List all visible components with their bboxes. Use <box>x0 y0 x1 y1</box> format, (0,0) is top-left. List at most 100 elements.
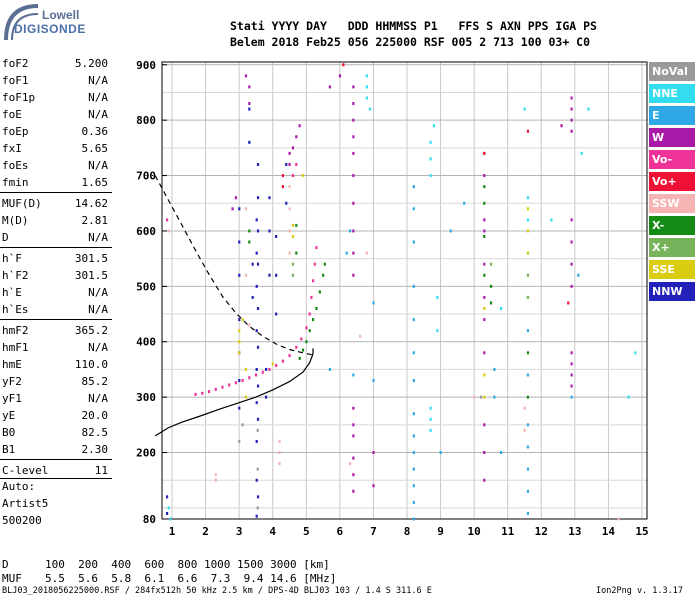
echo-point-nnw <box>255 367 258 371</box>
echo-point-w <box>372 484 375 488</box>
echo-point-ssw <box>214 473 217 477</box>
echo-point-ssw <box>473 395 476 399</box>
param-separator <box>0 192 112 193</box>
param-value: 20.0 <box>81 409 109 422</box>
auto-label: Auto: <box>2 480 36 493</box>
param-label: D <box>2 231 9 244</box>
legend-item-vo: Vo- <box>649 150 695 169</box>
x-tick-label: 7 <box>370 525 377 538</box>
echo-point-x <box>483 234 486 238</box>
echo-point-w <box>338 74 342 78</box>
echo-point-w <box>352 406 355 410</box>
param-row-b0: B0 82.5 <box>2 426 108 443</box>
param-label: yF2 <box>2 375 22 388</box>
header-row-1: Stati YYYY DAY DDD HHMMSS P1 FFS S AXN P… <box>230 19 597 33</box>
echo-point-w <box>483 318 486 322</box>
echo-point-e <box>526 373 530 377</box>
echo-point-ssw <box>359 334 362 338</box>
param-value: N/A <box>88 74 108 87</box>
param-value: 85.2 <box>81 375 109 388</box>
echo-point-vo <box>221 385 224 389</box>
param-row-hf2: h`F2 301.5 <box>2 269 108 286</box>
artist-label: Artist5 <box>2 497 49 510</box>
plot-frame <box>161 61 648 520</box>
param-value: 11 <box>94 464 108 477</box>
echo-point-noval <box>479 395 483 399</box>
param-label: MUF(D) <box>2 197 42 210</box>
echo-point-vo <box>281 185 284 189</box>
param-row-md: M(D) 2.81 <box>2 214 108 231</box>
echo-point-sse <box>483 373 486 377</box>
param-separator <box>0 478 112 479</box>
echo-point-nnw <box>255 514 258 518</box>
echo-point-w <box>291 146 295 150</box>
param-label: foF1p <box>2 91 36 104</box>
param-value: 110.0 <box>74 358 108 371</box>
y-tick-label: 300 <box>136 391 156 404</box>
x-tick-label: 1 <box>169 525 176 538</box>
param-label: fmin <box>2 176 29 189</box>
echo-point-ssw <box>214 478 217 482</box>
digisonde-logo: Lowell DIGISONDE <box>0 0 150 48</box>
legend-item-nnw: NNW <box>649 282 695 301</box>
logo-arc-icon <box>4 4 39 41</box>
echo-point-sse <box>291 234 295 238</box>
echo-point-nnw <box>285 201 288 205</box>
echo-point-w <box>234 196 237 200</box>
y-tick-label: 900 <box>136 59 156 72</box>
echo-point-w <box>483 351 486 355</box>
echo-point-x <box>315 307 318 311</box>
echo-point-e <box>493 367 496 371</box>
echo-point-w <box>570 262 573 266</box>
echo-point-x <box>291 262 295 266</box>
echo-point-e <box>412 318 415 322</box>
param-row-mufd: MUF(D) 14.62 <box>2 197 108 214</box>
echo-point-nne <box>429 157 432 161</box>
echo-point-ssw <box>523 406 526 410</box>
echo-point-w <box>244 74 248 78</box>
echo-point-vo <box>228 383 231 387</box>
echo-point-e <box>449 229 452 233</box>
echo-point-e <box>412 412 415 416</box>
echo-point-vo <box>165 218 169 222</box>
param-row-foe: foE N/A <box>2 108 108 125</box>
param-row-he: h`E N/A <box>2 286 108 303</box>
echo-point-nnw <box>256 196 260 200</box>
echo-point-nne <box>369 107 372 111</box>
echo-point-e <box>526 445 530 449</box>
param-value: N/A <box>88 303 108 316</box>
param-row-hes: h`Es N/A <box>2 303 108 320</box>
echo-point-nnw <box>255 401 258 405</box>
echo-point-nnw <box>256 229 260 233</box>
echo-point-ssw <box>278 439 281 443</box>
echo-point-nne <box>526 218 530 222</box>
echo-point-sse <box>271 362 274 366</box>
footer-version: Ion2Png v. 1.3.17 <box>596 586 683 596</box>
echo-point-e <box>412 240 415 244</box>
param-label: hmF1 <box>2 341 29 354</box>
x-tick-label: 10 <box>468 525 481 538</box>
param-label: h`F2 <box>2 269 29 282</box>
echo-point-w <box>352 102 355 106</box>
param-label: M(D) <box>2 214 29 227</box>
param-label: h`E <box>2 286 22 299</box>
echo-point-e <box>463 201 466 205</box>
echo-point-w <box>483 218 486 222</box>
echo-point-noval <box>256 467 259 471</box>
x-tick-label: 11 <box>501 525 515 538</box>
echo-point-nne <box>365 74 368 78</box>
echo-point-w <box>352 135 355 139</box>
echo-point-e <box>372 301 375 305</box>
x-tick-label: 14 <box>602 525 616 538</box>
echo-point-nnw <box>248 107 251 111</box>
echo-point-e <box>526 329 530 333</box>
echo-point-nnw <box>268 273 271 277</box>
echo-point-nnw <box>256 345 260 349</box>
echo-point-e <box>352 373 355 377</box>
echo-point-w <box>570 96 573 100</box>
param-value: 2.30 <box>81 443 109 456</box>
echo-point-w <box>328 85 331 89</box>
param-value: 14.62 <box>74 197 108 210</box>
echo-point-nnw <box>255 284 258 288</box>
param-label: foE <box>2 108 22 121</box>
